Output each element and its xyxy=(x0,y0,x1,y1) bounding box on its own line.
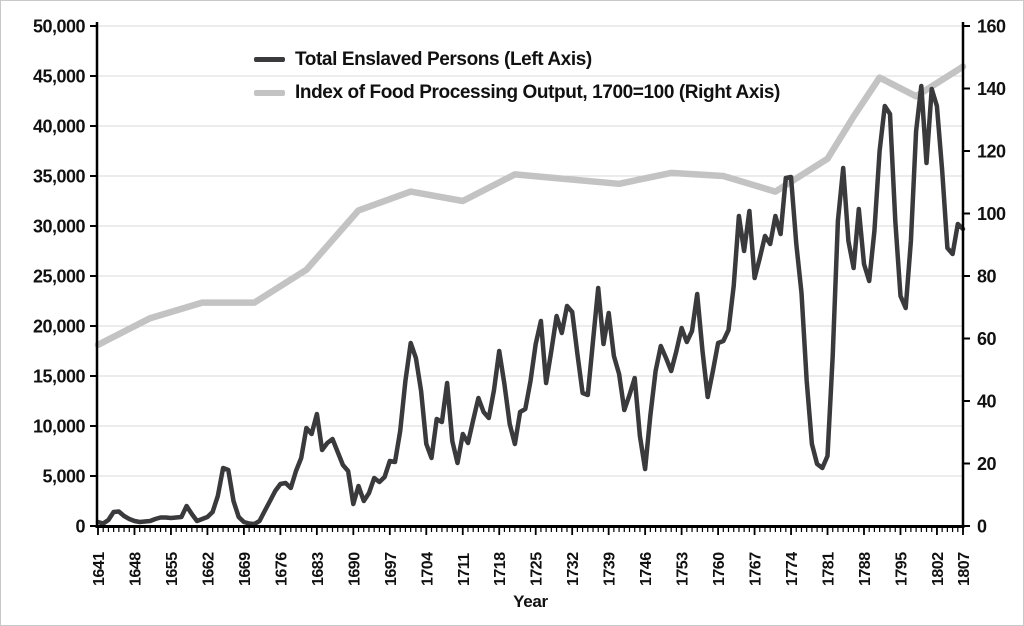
x-axis-tick-label: 1807 xyxy=(956,552,973,586)
x-axis-tick-label: 1795 xyxy=(893,552,910,586)
right-axis-tick-label: 160 xyxy=(977,17,1006,37)
left-axis-tick-label: 20,000 xyxy=(33,317,86,337)
legend-label-food-index: Index of Food Processing Output, 1700=10… xyxy=(295,81,780,103)
right-axis-tick-label: 40 xyxy=(977,392,997,412)
gridlines xyxy=(97,25,963,477)
x-axis-tick-label: 1683 xyxy=(310,552,327,586)
x-axis-tick-label: 1739 xyxy=(602,552,619,586)
right-axis-tick-label: 20 xyxy=(977,454,997,474)
x-axis-tick-label: 1767 xyxy=(748,552,765,586)
right-axis-tick-label: 100 xyxy=(977,204,1006,224)
left-axis-tick-label: 50,000 xyxy=(33,17,86,37)
x-axis-tick-label: 1704 xyxy=(419,552,436,586)
legend-swatch-dark-line xyxy=(254,57,285,62)
right-axis-tick-label: 140 xyxy=(977,79,1006,99)
legend-item-food-index: Index of Food Processing Output, 1700=10… xyxy=(254,76,780,109)
x-axis-tick-label: 1718 xyxy=(492,552,509,586)
legend: Total Enslaved Persons (Left Axis) Index… xyxy=(254,43,780,109)
axes xyxy=(95,22,965,528)
x-axis-tick-label: 1746 xyxy=(638,552,655,586)
x-axis-tick-label: 1697 xyxy=(383,552,400,586)
left-axis-tick-label: 30,000 xyxy=(33,217,86,237)
x-axis-tick-label: 1711 xyxy=(456,553,473,586)
left-axis-ticks: 0 5,000 10,000 15,000 20,000 25,000 30,000 35,0… xyxy=(33,17,97,537)
left-axis-tick-label: 45,000 xyxy=(33,67,86,87)
x-axis-tick-label: 1676 xyxy=(273,552,290,586)
left-axis-tick-label: 15,000 xyxy=(33,367,86,387)
x-axis-tick-label: 1774 xyxy=(784,552,801,586)
x-axis-tick-label: 1753 xyxy=(675,552,692,586)
left-axis-tick-label: 25,000 xyxy=(33,267,86,287)
x-axis-tick-label: 1669 xyxy=(237,552,254,586)
x-axis-tick-label: 1732 xyxy=(565,552,582,586)
left-axis-tick-label: 5,000 xyxy=(42,467,85,487)
legend-label-total-enslaved: Total Enslaved Persons (Left Axis) xyxy=(295,48,592,70)
right-axis-tick-label: 120 xyxy=(977,142,1006,162)
left-axis-tick-label: 10,000 xyxy=(33,417,86,437)
series-total-enslaved-line xyxy=(95,83,966,527)
x-axis-tick-label: 1760 xyxy=(711,552,728,586)
x-axis-tick-label: 1641 xyxy=(91,552,108,586)
x-axis-tick-label: 1648 xyxy=(127,552,144,586)
x-axis-tick-label: 1802 xyxy=(930,552,947,586)
x-axis-tick-label: 1655 xyxy=(164,552,181,586)
x-axis-ticks: 1641 1648 1655 1662 1669 1676 1683 1690 1697 1704… xyxy=(91,527,973,586)
right-axis-ticks: 0 20 40 60 80 100 120 140 160 xyxy=(963,17,1007,537)
x-axis-title: Year xyxy=(513,592,548,611)
right-axis-tick-label: 60 xyxy=(977,329,997,349)
legend-item-total-enslaved: Total Enslaved Persons (Left Axis) xyxy=(254,43,780,76)
left-axis-tick-label: 35,000 xyxy=(33,167,86,187)
x-axis-minor-ticks xyxy=(97,527,964,532)
x-axis-tick-label: 1788 xyxy=(857,552,874,586)
x-axis-tick-label: 1690 xyxy=(346,552,363,586)
right-axis-tick-label: 0 xyxy=(977,517,987,537)
x-axis-tick-label: 1781 xyxy=(821,552,838,586)
legend-swatch-light-line xyxy=(254,89,285,96)
left-axis-tick-label: 0 xyxy=(75,517,85,537)
left-axis-tick-label: 40,000 xyxy=(33,117,86,137)
x-axis-tick-label: 1725 xyxy=(529,552,546,586)
x-axis-tick-label: 1662 xyxy=(200,552,217,586)
right-axis-tick-label: 80 xyxy=(977,267,997,287)
series-food-index-line xyxy=(94,63,967,349)
